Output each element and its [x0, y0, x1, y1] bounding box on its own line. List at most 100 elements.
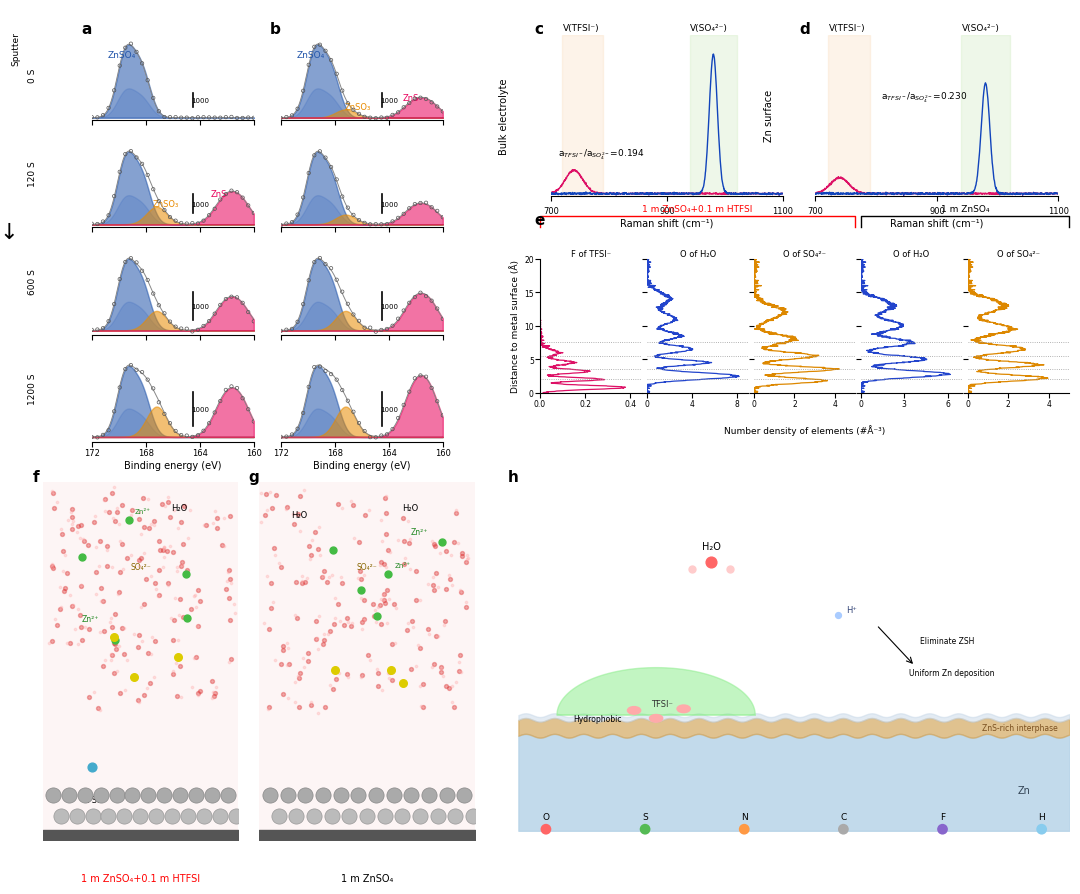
Point [458, 555, 475, 569]
Point [164, 663, 181, 678]
Point [192, 595, 210, 609]
Point [107, 515, 124, 529]
Point [240, 111, 257, 125]
Point [114, 646, 132, 661]
Point [314, 789, 332, 803]
Point [312, 549, 329, 563]
Point [117, 148, 134, 162]
Point [334, 384, 351, 398]
Point [156, 111, 173, 125]
Point [163, 611, 180, 625]
Point [72, 578, 90, 592]
Point [411, 809, 429, 823]
Point [106, 607, 123, 621]
Point [100, 424, 118, 438]
Text: 1 m ZnSO₄: 1 m ZnSO₄ [941, 205, 989, 214]
Point [437, 679, 455, 694]
Point [272, 112, 289, 126]
Point [383, 319, 401, 333]
Point [111, 165, 129, 180]
Point [205, 685, 222, 699]
Point [175, 611, 192, 625]
Point [373, 324, 390, 338]
Point [353, 584, 370, 598]
Point [83, 324, 100, 338]
Point [292, 666, 309, 680]
Point [240, 199, 257, 214]
Point [80, 622, 97, 637]
Point [178, 112, 195, 126]
Point [258, 487, 275, 502]
Point [120, 513, 137, 527]
Point [427, 539, 444, 553]
Point [90, 701, 107, 715]
Point [154, 543, 172, 557]
Point [111, 535, 129, 549]
Point [222, 380, 240, 394]
Point [289, 422, 307, 436]
Text: H₂O: H₂O [171, 503, 188, 512]
Text: SO₄²⁻: SO₄²⁻ [131, 562, 151, 571]
Point [44, 561, 62, 576]
Text: ZnSO₄: ZnSO₄ [108, 51, 136, 61]
Point [458, 548, 475, 562]
Point [454, 546, 471, 561]
Point [145, 92, 162, 106]
Point [365, 597, 382, 611]
Point [52, 522, 69, 536]
Point [332, 789, 349, 803]
Point [95, 493, 112, 508]
Point [458, 552, 475, 566]
Bar [563, 36, 603, 197]
Point [721, 562, 739, 577]
Point [322, 624, 339, 638]
Point [173, 690, 190, 704]
Point [362, 431, 379, 445]
Point [221, 509, 239, 523]
Point [407, 564, 424, 578]
Point [189, 217, 206, 232]
Point [92, 581, 109, 595]
Point [105, 511, 122, 526]
Point [184, 325, 201, 339]
Point [432, 665, 449, 679]
Point [274, 687, 292, 702]
Point [228, 291, 245, 305]
Point [261, 789, 279, 803]
Point [459, 552, 476, 566]
Point [286, 609, 303, 623]
Point [65, 514, 82, 528]
Point [205, 689, 222, 704]
Point [367, 431, 384, 445]
Point [360, 648, 377, 662]
Point [376, 596, 393, 611]
Point [160, 577, 177, 591]
Point [377, 560, 394, 574]
Point [373, 592, 390, 606]
Point [175, 499, 192, 513]
Point [340, 615, 357, 629]
Point [336, 618, 353, 632]
Point [106, 84, 123, 98]
Point [324, 569, 341, 583]
Point [350, 107, 367, 122]
Point [122, 548, 139, 562]
Point [131, 628, 148, 643]
Point [108, 664, 125, 679]
Point [234, 112, 252, 126]
Point [684, 562, 701, 577]
Point [367, 112, 384, 126]
Point [328, 274, 346, 288]
Point [139, 789, 157, 803]
Point [135, 520, 152, 535]
Point [302, 548, 320, 562]
Point [353, 572, 370, 586]
Point [72, 578, 90, 593]
Point [401, 385, 418, 400]
Circle shape [677, 705, 690, 713]
Point [401, 202, 418, 216]
Point [426, 584, 443, 598]
Point [164, 667, 181, 681]
Point [145, 183, 162, 198]
Point [89, 217, 106, 232]
